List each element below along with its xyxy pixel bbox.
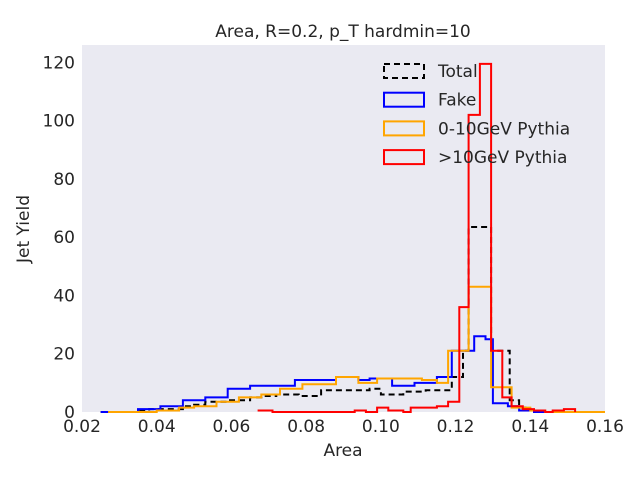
- x-tick-label: 0.10: [362, 417, 400, 437]
- y-tick-label: 60: [53, 228, 75, 248]
- y-axis-label: Jet Yield: [14, 195, 34, 264]
- series-layer: [100, 62, 605, 413]
- y-tick-label: 40: [53, 286, 75, 306]
- x-tick-label: 0.04: [138, 417, 176, 437]
- y-tick-label: 120: [43, 53, 75, 73]
- x-tick-label: 0.06: [212, 417, 250, 437]
- legend-label: Fake: [438, 91, 476, 111]
- legend-swatch: [383, 63, 425, 79]
- y-tick-label: 0: [64, 403, 75, 423]
- y-tick-label: 80: [53, 170, 75, 190]
- x-tick-labels: 0.02 0.04 0.06 0.08 0.10 0.12 0.14 0.16: [63, 417, 624, 437]
- legend-label: Total: [437, 62, 478, 82]
- chart-title: Area, R=0.2, p_T hardmin=10: [215, 22, 471, 42]
- legend: Total Fake 0-10GeV Pythia >10GeV Pythia: [383, 62, 570, 168]
- legend-swatch: [383, 120, 425, 137]
- legend-swatch: [383, 149, 425, 166]
- series-fake: [100, 335, 605, 413]
- legend-label: 0-10GeV Pythia: [438, 119, 570, 139]
- x-tick-label: 0.16: [586, 417, 624, 437]
- y-tick-label: 100: [43, 112, 75, 132]
- x-axis-label: Area: [323, 441, 362, 461]
- x-tick-label: 0.08: [287, 417, 325, 437]
- y-tick-label: 20: [53, 345, 75, 365]
- x-tick-label: 0.02: [63, 417, 101, 437]
- series-0-10gev-pythia: [108, 285, 605, 413]
- legend-label: >10GeV Pythia: [438, 148, 567, 168]
- plot-background: [82, 45, 605, 412]
- legend-swatch: [383, 91, 425, 108]
- series-10gev-pythia: [257, 62, 577, 413]
- y-tick-labels: 0 20 40 60 80 100 120: [43, 53, 75, 423]
- x-tick-label: 0.14: [511, 417, 549, 437]
- x-tick-label: 0.12: [437, 417, 475, 437]
